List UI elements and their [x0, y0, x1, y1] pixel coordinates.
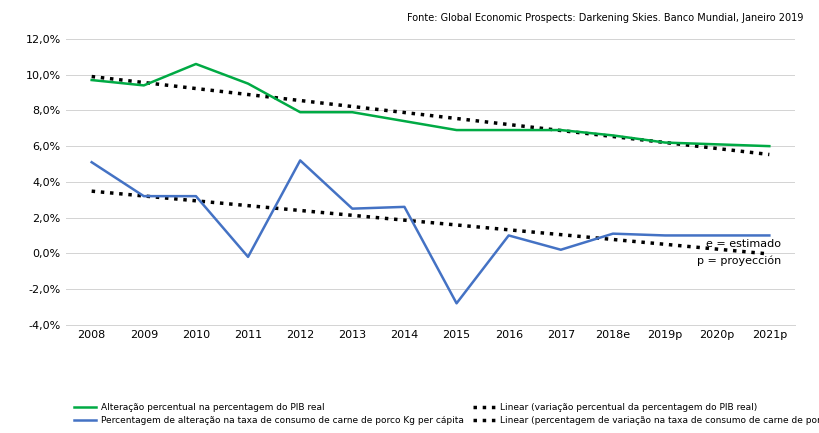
Text: e = estimado
p = proyección: e = estimado p = proyección [695, 239, 780, 266]
Text: Fonte: Global Economic Prospects: Darkening Skies. Banco Mundial, Janeiro 2019: Fonte: Global Economic Prospects: Darken… [407, 13, 803, 23]
Legend: Alteração percentual na percentagem do PIB real, Percentagem de alteração na tax: Alteração percentual na percentagem do P… [70, 399, 819, 429]
